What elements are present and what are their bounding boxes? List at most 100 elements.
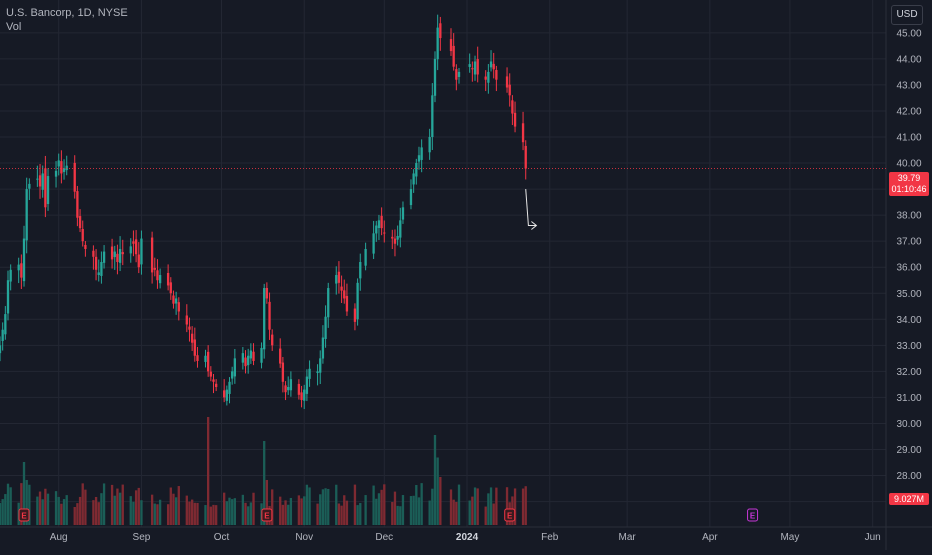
candle-body <box>134 239 138 255</box>
candle-body <box>62 168 66 172</box>
candle-body <box>84 244 87 249</box>
volume-bar <box>241 494 245 525</box>
volume-bar <box>22 462 26 525</box>
price-axis-label: 37.00 <box>896 237 921 248</box>
volume-bar <box>204 505 207 525</box>
candle-body <box>287 387 290 391</box>
candle-body <box>196 355 199 361</box>
candle-body <box>513 112 517 127</box>
volume-bar <box>415 485 418 525</box>
volume-bar <box>468 500 471 525</box>
candle-body <box>140 238 143 265</box>
volume-bar <box>372 485 375 525</box>
candle-body <box>252 351 255 361</box>
price-axis-label: 29.00 <box>896 445 921 456</box>
volume-bar <box>521 488 525 525</box>
legend: U.S. Bancorp, 1D, NYSE Vol <box>6 6 128 34</box>
volume-bar <box>20 483 23 525</box>
symbol-title[interactable]: U.S. Bancorp, 1D, NYSE <box>6 7 128 19</box>
volume-bar <box>428 500 431 525</box>
volume-bar <box>513 488 517 525</box>
volume-bar <box>94 496 98 525</box>
volume-bar <box>185 495 188 525</box>
price-axis-label: 43.00 <box>896 80 921 91</box>
time-axis-label: Sep <box>133 532 151 543</box>
candle-body <box>92 250 95 257</box>
volume-bar <box>153 503 156 525</box>
candle-body <box>137 254 140 268</box>
volume-bar <box>116 488 119 525</box>
candle-body <box>439 23 442 39</box>
candle-body <box>60 161 63 174</box>
candle-body <box>57 160 60 167</box>
price-axis-label: 41.00 <box>896 133 921 144</box>
candle-body <box>393 238 397 244</box>
candle-body <box>118 248 122 263</box>
time-axis-label: Oct <box>214 532 230 543</box>
volume-bar <box>158 499 162 525</box>
volume-bar <box>364 495 367 525</box>
candle-body <box>297 383 301 395</box>
volume-bar <box>337 503 341 525</box>
volume-bar <box>249 502 253 525</box>
candle-body <box>116 253 119 262</box>
volume-bar <box>174 497 178 525</box>
candle-body <box>215 383 218 387</box>
candle-body <box>377 220 381 228</box>
candle-body <box>206 351 210 372</box>
candle-body <box>396 235 399 240</box>
candle-body <box>471 68 474 70</box>
volume-bar <box>212 504 215 525</box>
volume-indicator-label[interactable]: Vol <box>6 21 22 33</box>
candle-body <box>428 137 431 153</box>
candle-body <box>268 301 271 330</box>
candle-body <box>185 315 188 325</box>
candle-body <box>452 45 455 67</box>
volume-bar <box>505 487 509 525</box>
volume-bar <box>452 499 455 525</box>
candle-body <box>511 100 514 114</box>
time-axis-label: Dec <box>375 532 393 543</box>
candle-body <box>303 389 306 401</box>
earnings-marker-upcoming <box>747 508 759 522</box>
volume-bar <box>420 483 423 525</box>
volume-bar <box>284 500 287 525</box>
volume-bar <box>9 487 12 525</box>
volume-bar <box>190 499 194 525</box>
candle-body <box>0 345 2 354</box>
volume-bar <box>391 502 394 525</box>
volume-bar <box>489 487 493 525</box>
candle-body <box>473 61 477 75</box>
volume-bar <box>132 501 135 525</box>
candle-body <box>335 275 338 284</box>
candle-body <box>17 264 20 271</box>
volume-bar <box>487 493 490 525</box>
volume-bar <box>281 504 285 525</box>
candle-body <box>265 287 269 299</box>
volume-bar <box>140 500 143 525</box>
candle-body <box>228 381 231 394</box>
candle-body <box>399 220 402 238</box>
price-axis-label: 42.00 <box>896 106 921 117</box>
volume-bar <box>359 503 362 525</box>
volume-bar <box>247 506 250 525</box>
volume-bar <box>223 492 226 525</box>
candle-body <box>383 232 386 234</box>
currency-button[interactable]: USD <box>891 5 923 25</box>
volume-bar <box>102 483 106 525</box>
volume-bar <box>343 495 346 525</box>
price-axis-label: 35.00 <box>896 289 921 300</box>
candle-body <box>263 288 266 350</box>
candle-body <box>44 168 47 208</box>
volume-bar <box>0 503 2 525</box>
candle-body <box>177 302 180 312</box>
volume-bar <box>78 496 82 525</box>
volume-bar <box>41 499 44 525</box>
candle-body <box>300 392 303 401</box>
candle-body <box>38 175 42 187</box>
candle-body <box>308 368 311 379</box>
candle-body <box>97 272 100 276</box>
volume-bar <box>492 503 495 525</box>
